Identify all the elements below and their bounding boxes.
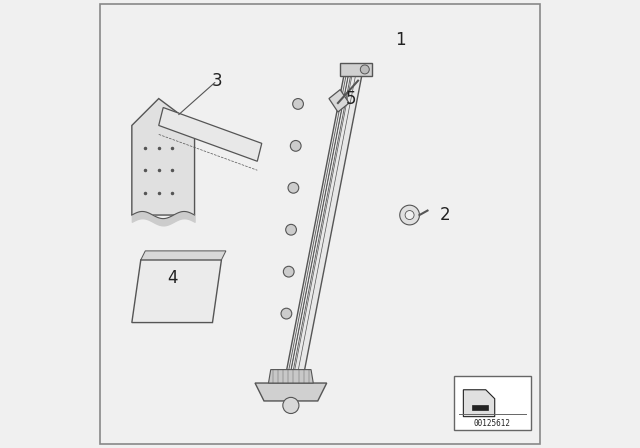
Polygon shape <box>329 90 349 112</box>
Circle shape <box>360 65 369 74</box>
Circle shape <box>400 205 419 225</box>
Text: 00125612: 00125612 <box>474 419 511 428</box>
Polygon shape <box>340 63 371 76</box>
Polygon shape <box>282 72 362 394</box>
Polygon shape <box>159 108 262 161</box>
Circle shape <box>288 182 299 193</box>
Text: 2: 2 <box>440 206 451 224</box>
Polygon shape <box>463 390 495 417</box>
Polygon shape <box>255 383 327 401</box>
Circle shape <box>405 211 414 220</box>
Circle shape <box>283 397 299 414</box>
Polygon shape <box>269 370 314 383</box>
Circle shape <box>284 266 294 277</box>
Text: 5: 5 <box>346 90 356 108</box>
Text: 3: 3 <box>212 72 222 90</box>
Text: 4: 4 <box>167 269 177 287</box>
Polygon shape <box>141 251 226 260</box>
Circle shape <box>281 308 292 319</box>
Polygon shape <box>472 405 488 410</box>
Circle shape <box>292 99 303 109</box>
Text: 1: 1 <box>396 31 406 49</box>
Circle shape <box>291 141 301 151</box>
Bar <box>454 376 531 430</box>
Polygon shape <box>132 260 221 323</box>
Polygon shape <box>132 99 195 215</box>
Circle shape <box>285 224 296 235</box>
